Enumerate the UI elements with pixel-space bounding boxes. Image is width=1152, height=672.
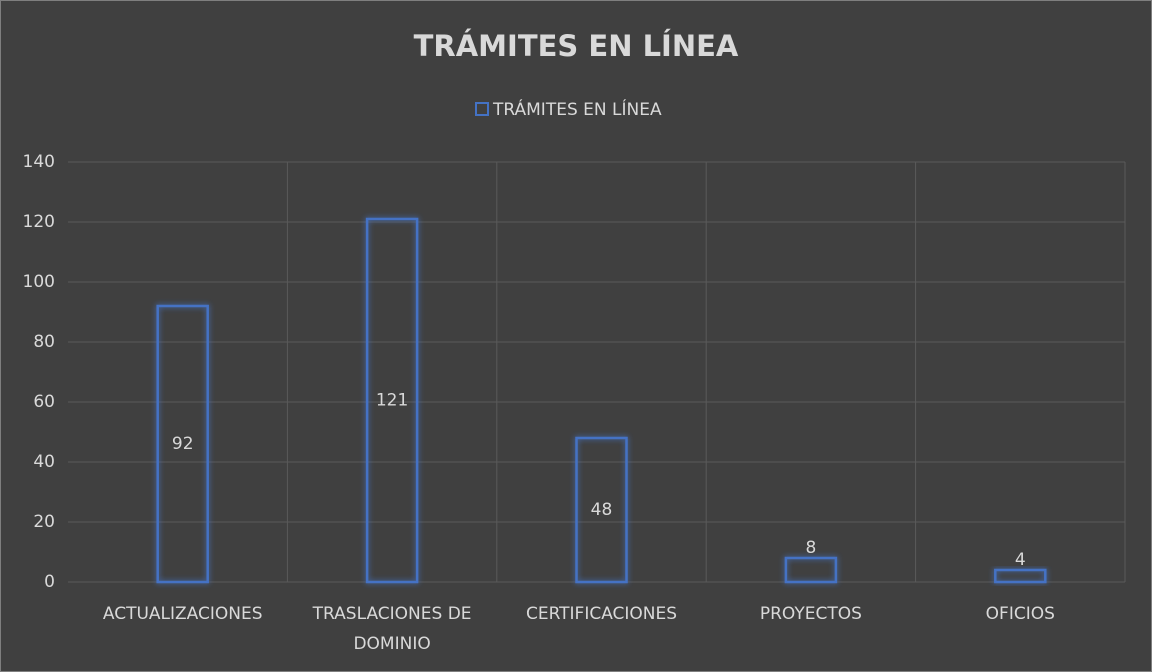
legend-label: TRÁMITES EN LÍNEA (492, 98, 662, 120)
x-tick-label: OFICIOS (986, 604, 1055, 624)
y-tick-label: 60 (33, 392, 55, 412)
x-tick-label: ACTUALIZACIONES (103, 604, 263, 624)
data-label: 121 (376, 391, 408, 411)
data-label: 92 (172, 434, 194, 454)
y-tick-label: 80 (33, 332, 55, 352)
legend-swatch (475, 102, 489, 116)
bar (156, 304, 209, 584)
data-label: 48 (591, 500, 613, 520)
y-tick-label: 20 (33, 512, 55, 532)
x-tick-label: PROYECTOS (760, 604, 862, 624)
bar (784, 556, 838, 584)
x-tick-label: CERTIFICACIONES (526, 604, 677, 624)
y-tick-label: 40 (33, 452, 55, 472)
bar (994, 568, 1047, 584)
x-tick-label: TRASLACIONES DE DOMINIO (312, 604, 472, 654)
y-tick-label: 0 (44, 572, 55, 592)
y-tick-label: 120 (23, 212, 55, 232)
chart-title: TRÁMITES EN LÍNEA (414, 29, 739, 63)
y-tick-label: 140 (23, 152, 55, 172)
bar (575, 436, 628, 584)
data-label: 4 (1015, 550, 1026, 570)
data-label: 8 (805, 538, 816, 558)
bar (365, 217, 419, 584)
y-tick-label: 100 (23, 272, 55, 292)
